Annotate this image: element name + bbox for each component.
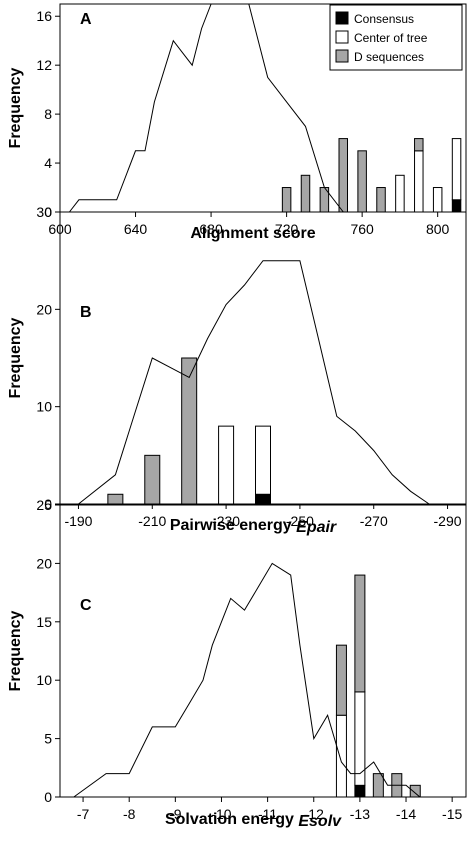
bar-d-sequences — [414, 138, 424, 152]
bar-d-sequences — [357, 150, 367, 213]
y-tick-label: 10 — [36, 672, 52, 688]
frequency-line — [73, 562, 453, 798]
bar-d-sequences — [107, 493, 124, 505]
legend-box — [329, 4, 463, 71]
bar-d-sequences — [335, 644, 347, 716]
bar-center-of-tree — [432, 187, 443, 213]
x-tick-label: -12 — [304, 806, 324, 822]
bar-center-of-tree — [255, 425, 271, 495]
y-tick-label: 0 — [44, 496, 52, 512]
x-tick-label: -9 — [169, 806, 182, 822]
bar-d-sequences — [338, 138, 349, 213]
x-axis-label: Alignment score — [190, 225, 315, 242]
y-tick-label: 20 — [36, 555, 52, 571]
frequency-line — [69, 3, 344, 213]
y-tick-label: 15 — [36, 614, 52, 630]
bar-center-of-tree — [335, 714, 347, 798]
bar-d-sequences — [376, 187, 386, 213]
y-tick-label: 8 — [44, 106, 52, 122]
y-axis-label: Frequency — [7, 317, 24, 398]
y-axis-label: Frequency — [7, 610, 24, 691]
x-tick-label: 760 — [350, 221, 374, 237]
legend-swatch — [335, 11, 349, 25]
x-axis-label: Solvation energy Esolv — [165, 811, 342, 830]
legend-label: D sequences — [354, 50, 424, 64]
y-tick-label: 16 — [36, 8, 52, 24]
legend: Consensus Center of tree D sequences — [329, 4, 463, 71]
y-tick-label: 0 — [44, 789, 52, 805]
x-tick-label: -15 — [442, 806, 462, 822]
bar-consensus — [255, 493, 271, 505]
legend-label: Center of tree — [354, 31, 428, 45]
x-tick-label: 720 — [275, 221, 299, 237]
x-tick-label: 680 — [199, 221, 223, 237]
legend-swatch — [335, 49, 349, 63]
plot-frame — [59, 504, 467, 798]
y-tick-label: 0 — [44, 204, 52, 220]
y-tick-label: 4 — [44, 155, 52, 171]
bar-consensus — [451, 199, 462, 213]
x-tick-label: -210 — [138, 513, 166, 529]
bar-d-sequences — [409, 784, 421, 798]
x-tick-label: 800 — [426, 221, 450, 237]
x-tick-label: -290 — [434, 513, 462, 529]
bar-d-sequences — [281, 187, 292, 213]
x-tick-label: 640 — [124, 221, 148, 237]
bar-center-of-tree — [414, 150, 424, 213]
bar-d-sequences — [181, 357, 198, 505]
x-tick-label: -250 — [286, 513, 314, 529]
panel-letter: A — [80, 11, 92, 28]
y-tick-label: 10 — [36, 399, 52, 415]
y-tick-label: 5 — [44, 731, 52, 747]
panel-c: 0 5 10 15 20 25 -7 -8 -9 -10 -11 -12 -13 -14 -15 C Frequ… — [7, 497, 467, 830]
x-tick-label: -11 — [258, 806, 277, 822]
x-tick-label: -190 — [64, 513, 92, 529]
bar-d-sequences — [144, 454, 161, 505]
panel-letter: C — [80, 597, 92, 614]
x-tick-label: -230 — [212, 513, 240, 529]
bar-d-sequences — [354, 574, 366, 693]
y-tick-label: 30 — [36, 204, 52, 220]
frequency-line — [78, 260, 430, 505]
bar-consensus — [354, 784, 366, 798]
y-tick-label: 12 — [36, 57, 52, 73]
x-tick-label: -10 — [211, 806, 231, 822]
bar-center-of-tree — [451, 138, 462, 201]
panel-letter: B — [80, 304, 92, 321]
y-tick-label: 20 — [36, 301, 52, 317]
bar-d-sequences — [300, 174, 311, 213]
y-axis-label: Frequency — [7, 67, 24, 148]
y-tick-label: 25 — [36, 497, 52, 513]
x-tick-label: -8 — [123, 806, 136, 822]
bar-center-of-tree — [395, 174, 405, 213]
legend-swatch — [335, 30, 349, 44]
bar-d-sequences — [372, 773, 384, 798]
x-axis-label: Pairwise energy Epair — [170, 517, 337, 536]
x-tick-label: -14 — [396, 806, 416, 822]
panel-b: 0 10 20 30 -190 -210 -230 -250 -270 -290 B Frequenc… — [7, 204, 467, 536]
bar-center-of-tree — [218, 425, 235, 505]
x-tick-label: -270 — [360, 513, 388, 529]
x-tick-label: -13 — [350, 806, 370, 822]
x-tick-label: -7 — [77, 806, 90, 822]
legend-label: Consensus — [354, 12, 414, 26]
